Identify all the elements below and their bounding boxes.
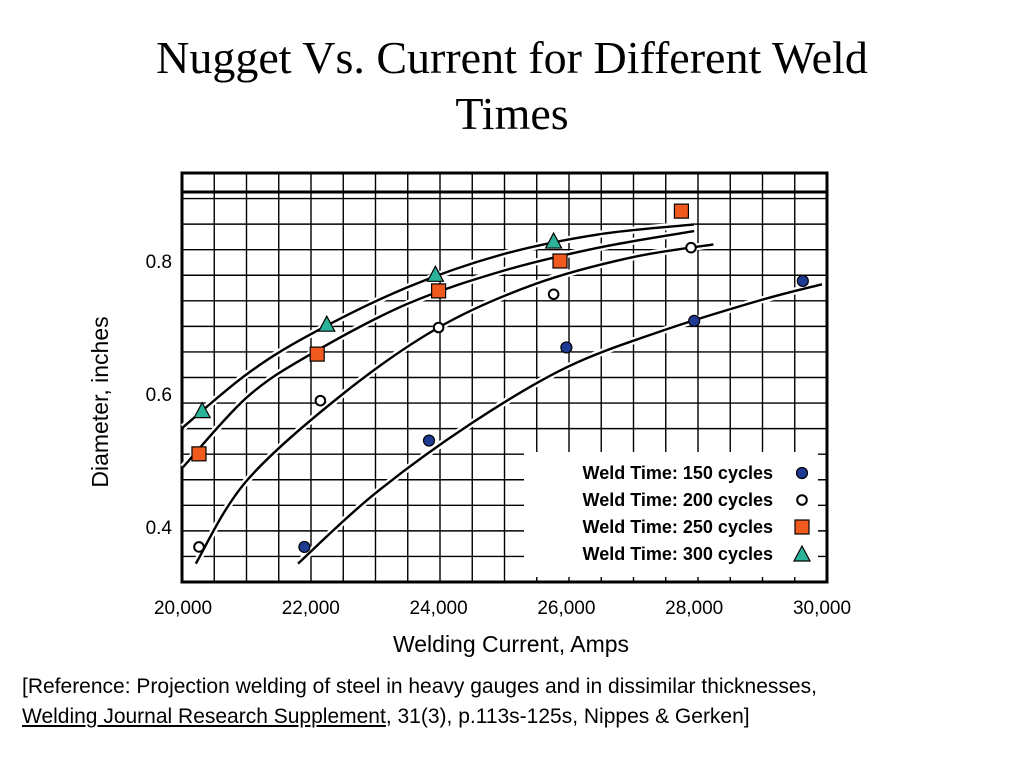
legend-label-series-2: Weld Time: 200 cycles bbox=[583, 490, 773, 510]
legend-marker-series-2 bbox=[796, 494, 808, 506]
point-layer bbox=[191, 203, 809, 554]
y-tick-label: 0.4 bbox=[146, 518, 173, 539]
data-point-series-2 bbox=[314, 394, 327, 407]
slide-title-line-1: Nugget Vs. Current for Different Weld bbox=[156, 32, 868, 83]
legend-background bbox=[524, 452, 818, 577]
data-point-series-1 bbox=[422, 434, 436, 447]
data-point-series-3 bbox=[552, 253, 568, 269]
plot-frame bbox=[180, 171, 829, 584]
data-point-series-1 bbox=[560, 341, 573, 354]
x-tick-label: 20,000 bbox=[154, 598, 212, 619]
y-tick-label: 0.8 bbox=[146, 252, 172, 273]
data-point-series-4 bbox=[544, 231, 563, 249]
y-axis-label: Diameter, inches bbox=[87, 316, 113, 487]
data-point-series-3 bbox=[673, 203, 690, 219]
data-point-series-1 bbox=[298, 540, 311, 554]
data-point-series-1 bbox=[688, 314, 701, 327]
data-point-series-1 bbox=[796, 274, 809, 288]
x-axis-label: Welding Current, Amps bbox=[393, 631, 629, 657]
data-point-series-4 bbox=[193, 401, 212, 419]
y-tick-label: 0.6 bbox=[146, 385, 172, 406]
legend-marker-series-3 bbox=[794, 519, 810, 535]
data-point-series-2 bbox=[193, 541, 205, 553]
slide-title-line-2: Times bbox=[455, 88, 569, 139]
legend-label-series-3: Weld Time: 250 cycles bbox=[583, 517, 773, 537]
fit-curve-series-4 bbox=[182, 223, 695, 429]
x-tick-label: 22,000 bbox=[282, 598, 340, 619]
data-point-series-4 bbox=[317, 314, 336, 332]
legend-label-series-1: Weld Time: 150 cycles bbox=[583, 463, 773, 483]
data-point-series-4 bbox=[426, 265, 445, 282]
reference-prefix: [Reference: Projection welding of steel … bbox=[22, 675, 817, 698]
data-point-series-2 bbox=[685, 241, 697, 254]
reference-note: [Reference: Projection welding of steel … bbox=[22, 672, 882, 732]
legend-marker-series-4 bbox=[793, 544, 811, 562]
x-tick-label: 24,000 bbox=[410, 598, 468, 619]
axis-layer: 20,000 22,000 24,000 26,000 28,000 30,000 0.4 0… bbox=[146, 252, 851, 619]
reference-suffix: , 31(3), p.113s-125s, Nippes & Gerken] bbox=[385, 705, 750, 728]
fit-curve-series-1 bbox=[297, 283, 823, 565]
data-point-series-2 bbox=[547, 288, 560, 301]
curve-layer bbox=[180, 220, 823, 567]
data-point-series-3 bbox=[309, 346, 325, 362]
data-point-series-3 bbox=[191, 446, 207, 462]
legend-marker-series-1 bbox=[795, 466, 809, 480]
chart-legend: Weld Time: 150 cycles Weld Time: 200 cycl… bbox=[524, 452, 818, 577]
x-tick-label: 30,000 bbox=[793, 598, 851, 619]
x-tick-label: 26,000 bbox=[537, 598, 595, 619]
legend-label-series-4: Weld Time: 300 cycles bbox=[583, 544, 773, 564]
data-point-series-2 bbox=[432, 321, 445, 334]
reference-journal: Welding Journal Research Supplement bbox=[22, 705, 386, 728]
slide-title: Nugget Vs. Current for Different Weld Ti… bbox=[60, 30, 964, 142]
x-tick-label: 28,000 bbox=[665, 598, 723, 619]
fit-curve-series-3 bbox=[182, 229, 695, 469]
data-point-series-3 bbox=[431, 283, 447, 299]
